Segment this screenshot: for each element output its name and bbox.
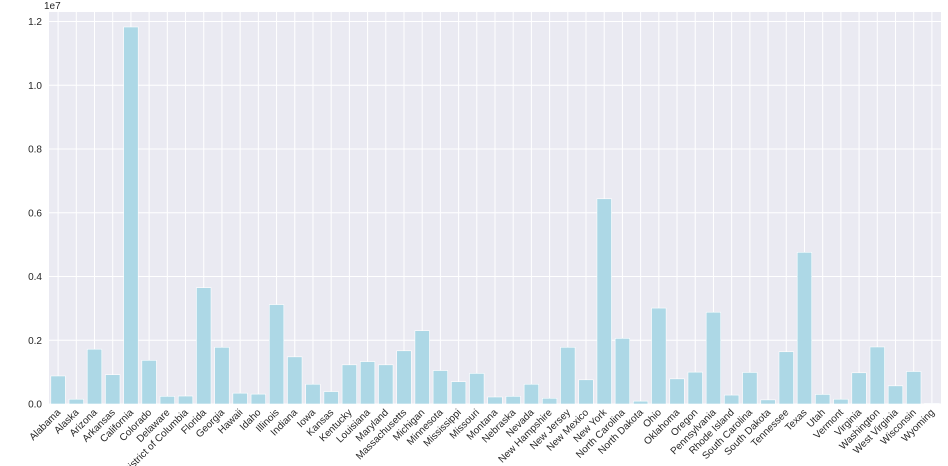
bar-maryland xyxy=(378,364,394,405)
bar-north-carolina xyxy=(614,338,631,405)
bar-district-of-columbia xyxy=(177,395,194,405)
bar-hawaii xyxy=(232,392,248,405)
bar-wyoming xyxy=(924,403,940,405)
bar-iowa xyxy=(305,383,321,405)
bar-rhode-island xyxy=(724,394,740,405)
bar-wisconsin xyxy=(906,371,922,405)
y-axis: 0.0 0.2 0.4 0.6 0.8 1.0 1.2 xyxy=(28,17,42,410)
bar-georgia xyxy=(214,346,230,405)
bar-nevada xyxy=(523,383,539,405)
bar-kansas xyxy=(323,391,339,405)
bar-arkansas xyxy=(105,374,121,405)
bar-virginia xyxy=(851,372,867,405)
y-tick-label: 1.0 xyxy=(28,81,42,92)
bar-pennsylvania xyxy=(705,311,722,405)
y-tick-label: 1.2 xyxy=(28,17,42,28)
bar-idaho xyxy=(250,393,266,405)
x-axis: AlabamaAlaskaArizonaArkansasCaliforniaCo… xyxy=(28,407,937,466)
bar-colorado xyxy=(141,360,157,405)
bar-massachusetts xyxy=(396,350,412,405)
bar-missouri xyxy=(469,373,485,405)
y-tick-label: 0.4 xyxy=(28,272,42,283)
bar-minnesota xyxy=(432,370,448,405)
bar-north-dakota xyxy=(633,400,649,405)
bar-new-jersey xyxy=(560,346,576,405)
bar-tennessee xyxy=(778,351,794,405)
bar-indiana xyxy=(287,356,303,405)
bar-delaware xyxy=(159,396,175,405)
bar-oklahoma xyxy=(669,378,685,405)
bar-mississippi xyxy=(451,381,467,405)
bar-illinois xyxy=(268,304,285,405)
bar-oregon xyxy=(687,371,703,405)
y-offset-label: 1e7 xyxy=(44,1,61,12)
bar-vermont xyxy=(833,398,849,405)
bar-south-dakota xyxy=(760,399,776,405)
bar-florida xyxy=(196,287,212,405)
bar-kentucky xyxy=(341,364,357,405)
bars xyxy=(50,26,940,405)
y-tick-label: 0.6 xyxy=(28,208,42,219)
bar-west-virginia xyxy=(887,385,904,405)
y-tick-label: 0.8 xyxy=(28,145,42,156)
bar-utah xyxy=(815,394,831,405)
y-tick-label: 0.2 xyxy=(28,336,42,347)
bar-alabama xyxy=(50,375,66,405)
bar-new-hampshire xyxy=(542,397,558,405)
bar-alaska xyxy=(68,398,84,405)
bar-louisiana xyxy=(359,361,376,405)
bar-nebraska xyxy=(505,396,521,405)
bar-new-mexico xyxy=(578,379,594,405)
bar-washington xyxy=(869,346,885,405)
bar-arizona xyxy=(86,348,103,405)
bar-texas xyxy=(796,251,813,405)
bar-south-carolina xyxy=(742,372,758,405)
bar-california xyxy=(123,26,139,405)
y-tick-label: 0.0 xyxy=(28,400,42,411)
bar-michigan xyxy=(414,330,430,405)
bar-montana xyxy=(487,396,503,405)
bar-new-york xyxy=(596,198,612,405)
bar-ohio xyxy=(651,307,667,405)
